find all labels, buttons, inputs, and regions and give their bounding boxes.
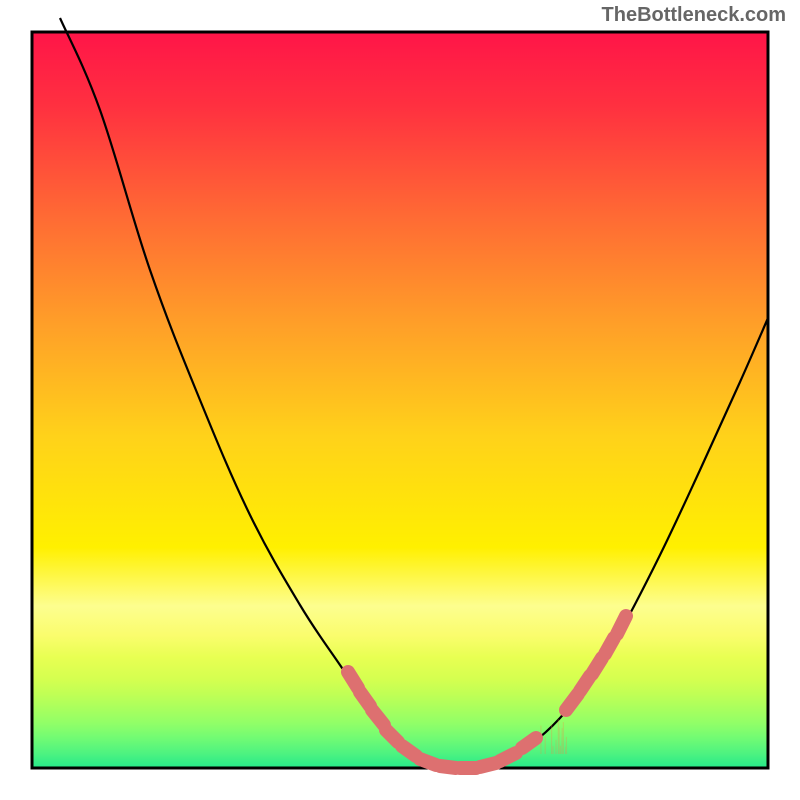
chart-container: TheBottleneck.com (0, 0, 800, 800)
bottleneck-curve-chart (0, 0, 800, 800)
watermark-text: TheBottleneck.com (602, 4, 786, 27)
